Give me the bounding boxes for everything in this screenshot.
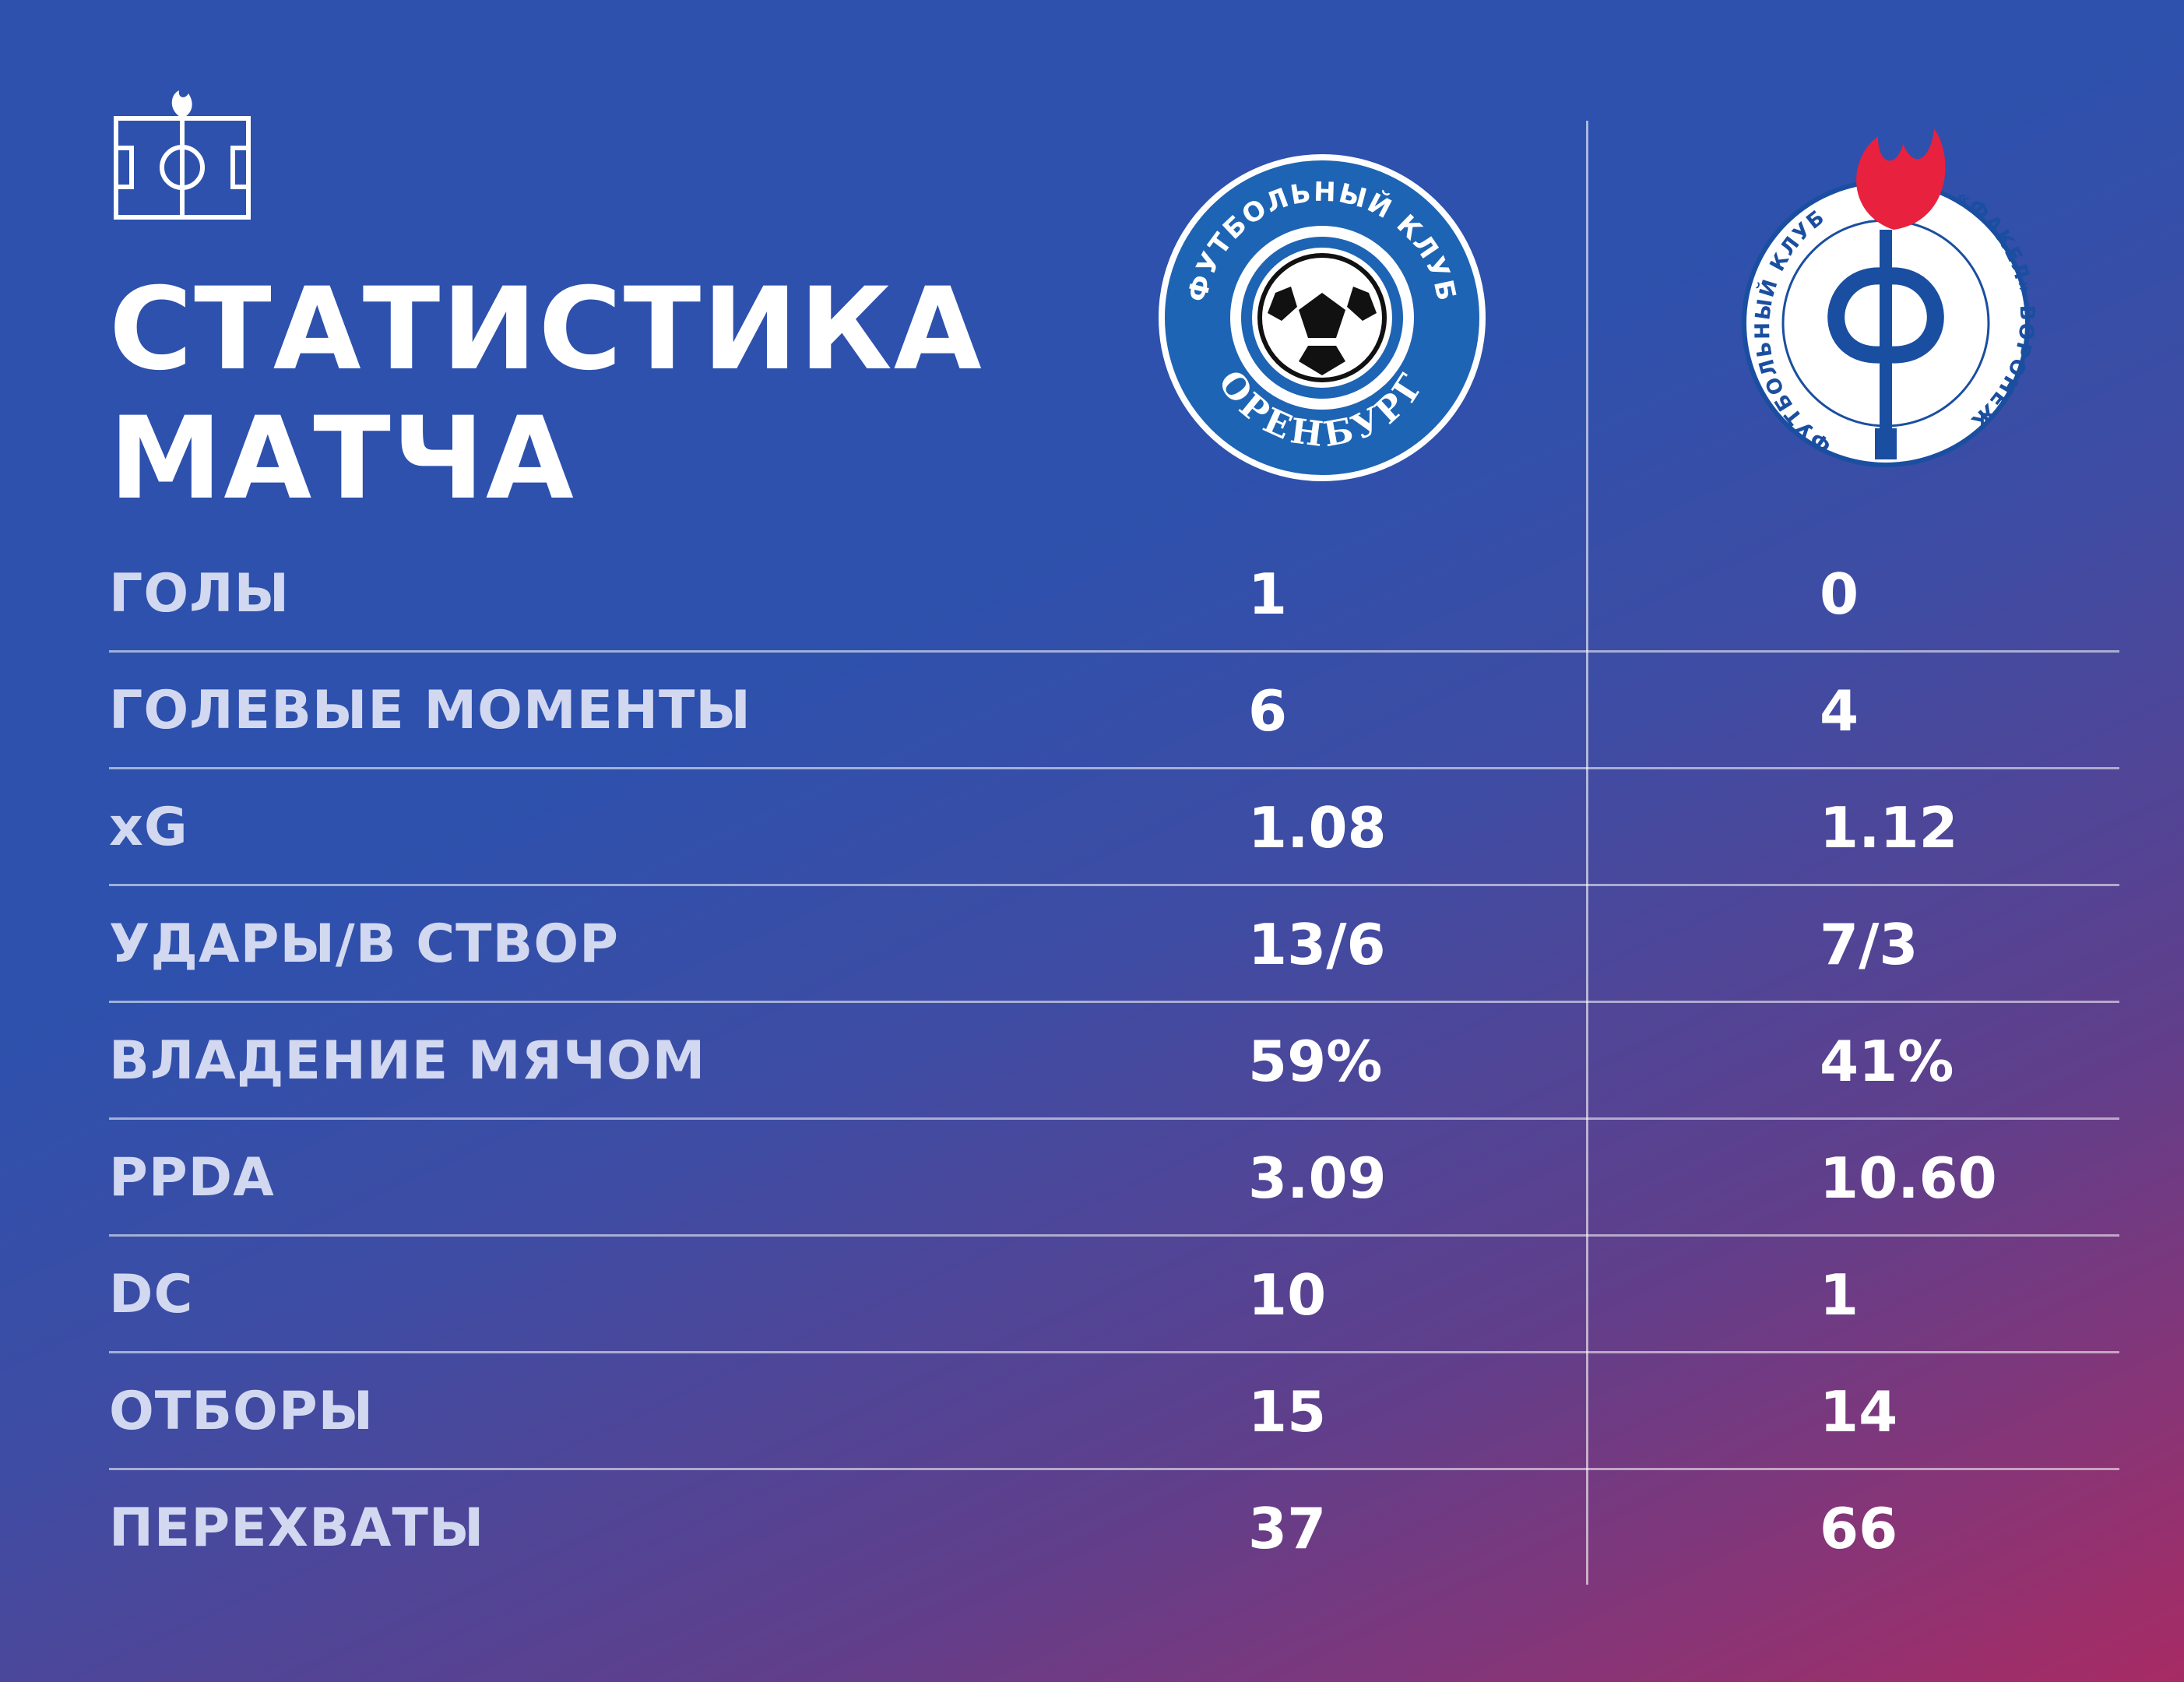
stat-away-value: 41% — [1820, 1029, 1954, 1094]
stat-row-big-chances: ГОЛЕВЫЕ МОМЕНТЫ 6 4 — [109, 653, 2119, 769]
stat-home-value: 59% — [1248, 1029, 1383, 1094]
stat-row-goals: ГОЛЫ 1 0 — [109, 536, 2119, 653]
stat-row-dc: DC 10 1 — [109, 1237, 2119, 1353]
stat-home-value: 13/6 — [1248, 912, 1386, 977]
stat-away-value: 10.60 — [1820, 1145, 1997, 1211]
stat-label: ГОЛЫ — [109, 563, 290, 625]
stat-row-interceptions: ПЕРЕХВАТЫ 37 66 — [109, 1470, 2119, 1587]
stat-away-value: 7/3 — [1820, 912, 1918, 977]
stat-away-value: 1 — [1820, 1262, 1859, 1328]
row-divider — [109, 650, 2119, 653]
row-divider — [109, 1117, 2119, 1120]
brand-pitch-logo-icon — [114, 90, 251, 220]
stat-away-value: 1.12 — [1820, 795, 1958, 860]
stat-away-value: 0 — [1820, 561, 1859, 627]
stat-home-value: 10 — [1248, 1262, 1327, 1328]
stat-label: xG — [109, 797, 188, 858]
stat-label: DC — [109, 1264, 194, 1325]
stat-away-value: 66 — [1820, 1496, 1898, 1561]
row-divider — [109, 884, 2119, 886]
stat-label: ПЕРЕХВАТЫ — [109, 1497, 485, 1559]
stat-label: ОТБОРЫ — [109, 1381, 375, 1442]
title-line-1: СТАТИСТИКА — [109, 263, 983, 396]
stat-home-value: 3.09 — [1248, 1145, 1387, 1211]
row-divider — [109, 1468, 2119, 1470]
stat-row-shots: УДАРЫ/В СТВОР 13/6 7/3 — [109, 886, 2119, 1003]
stat-label: УДАРЫ/В СТВОР — [109, 913, 620, 975]
fakel-crest-icon: ФУТБОЛЬНЫЙ КЛУБ «ФАКЕЛ» ВОРОНЕЖ — [1742, 128, 2037, 467]
stat-label: ГОЛЕВЫЕ МОМЕНТЫ — [109, 680, 751, 741]
row-divider — [109, 1001, 2119, 1003]
page-title: СТАТИСТИКА МАТЧА — [109, 265, 983, 523]
row-divider — [109, 1351, 2119, 1353]
stat-label: ВЛАДЕНИЕ МЯЧОМ — [109, 1030, 706, 1092]
stat-home-value: 1 — [1248, 561, 1288, 627]
stat-home-value: 37 — [1248, 1496, 1327, 1561]
stat-label: PPDA — [109, 1147, 275, 1209]
stat-row-xg: xG 1.08 1.12 — [109, 769, 2119, 886]
title-line-2: МАТЧА — [109, 392, 575, 525]
stat-row-tackles: ОТБОРЫ 15 14 — [109, 1353, 2119, 1470]
stat-home-value: 1.08 — [1248, 795, 1387, 860]
stat-home-value: 6 — [1248, 678, 1288, 744]
stat-row-possession: ВЛАДЕНИЕ МЯЧОМ 59% 41% — [109, 1003, 2119, 1120]
stat-row-ppda: PPDA 3.09 10.60 — [109, 1120, 2119, 1237]
row-divider — [109, 1234, 2119, 1237]
orenburg-crest-icon: ФУТБОЛЬНЫЙ КЛУБ ОРЕНБУРГ — [1159, 154, 1486, 481]
stat-away-value: 4 — [1820, 678, 1859, 744]
stat-away-value: 14 — [1820, 1379, 1898, 1444]
team-column-divider — [1586, 121, 1588, 1585]
stat-home-value: 15 — [1248, 1379, 1327, 1444]
row-divider — [109, 767, 2119, 769]
